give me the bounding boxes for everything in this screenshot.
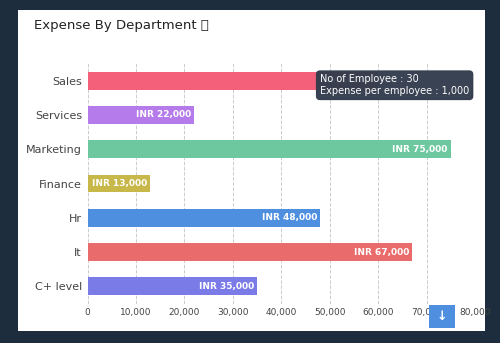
Bar	[88, 140, 451, 158]
Text: No of Employee : 30
Expense per employee : 1,000: No of Employee : 30 Expense per employee…	[320, 74, 469, 96]
Text: INR 35,000: INR 35,000	[199, 282, 254, 291]
Bar	[88, 72, 378, 90]
Bar	[88, 277, 257, 295]
Text: INR 13,000: INR 13,000	[92, 179, 148, 188]
Text: INR 75,000: INR 75,000	[392, 145, 448, 154]
Text: INR 60,000: INR 60,000	[320, 76, 375, 85]
Text: INR 67,000: INR 67,000	[354, 248, 409, 257]
Bar	[88, 106, 194, 124]
Text: ↓: ↓	[437, 310, 448, 323]
Bar	[88, 175, 150, 192]
Text: INR 48,000: INR 48,000	[262, 213, 317, 222]
Bar	[88, 243, 412, 261]
Bar	[88, 209, 320, 227]
Text: Expense By Department ⓘ: Expense By Department ⓘ	[34, 19, 209, 32]
Text: INR 22,000: INR 22,000	[136, 110, 191, 119]
